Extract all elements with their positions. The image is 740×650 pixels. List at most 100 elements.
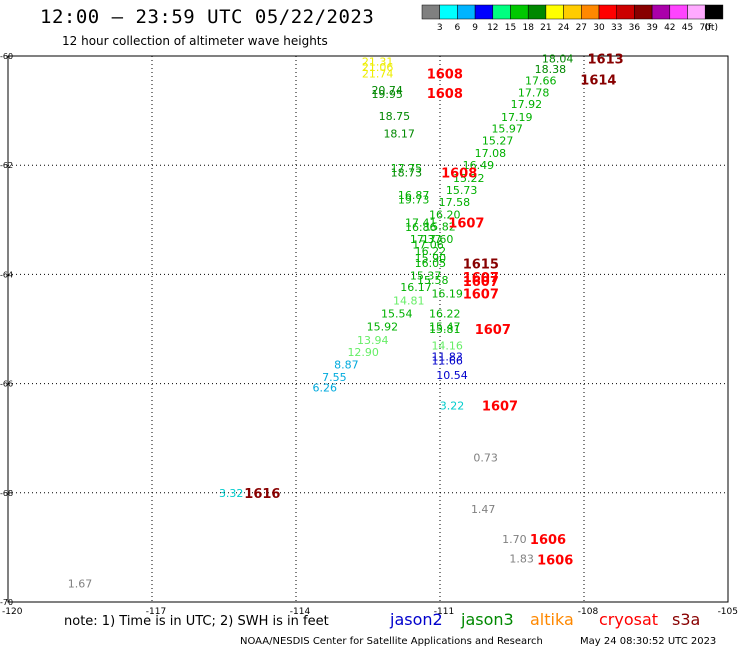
colorbar-label: 15 — [505, 23, 516, 33]
colorbar-label: 24 — [558, 23, 570, 33]
wave-height-label: 19.73 — [398, 194, 430, 207]
colorbar-label: (ft) — [704, 23, 718, 33]
y-tick-label: -62 — [0, 161, 13, 170]
plot-frame — [7, 55, 729, 603]
wave-height-label: 6.26 — [313, 381, 338, 394]
wave-height-label: 20.74 — [371, 84, 403, 97]
wave-height-label: 18.75 — [379, 110, 411, 123]
colorbar-swatch — [527, 4, 547, 20]
wave-height-label: 17.08 — [475, 147, 507, 160]
colorbar-label: 21 — [540, 23, 551, 33]
colorbar-swatch — [704, 4, 724, 20]
wave-height-label: 17.37 — [410, 233, 442, 246]
pass-time-label: 1607 — [475, 323, 511, 338]
wave-height-label: 1.47 — [471, 503, 496, 516]
wave-height-label: 15.27 — [482, 135, 514, 148]
colorbar-swatch — [651, 4, 671, 20]
wave-height-label: 18.38 — [535, 63, 567, 76]
colorbar-swatch — [634, 4, 653, 20]
wave-height-label: 16.17 — [400, 281, 432, 294]
colorbar-label: 70 — [699, 23, 711, 33]
y-tick-label: -66 — [0, 380, 13, 389]
y-tick-label: -64 — [0, 270, 13, 279]
wave-height-label: 15.54 — [381, 308, 413, 321]
pass-time-label: 1608 — [427, 67, 463, 82]
wave-height-label: 17.58 — [439, 196, 471, 209]
wave-height-label: 8.87 — [334, 358, 359, 371]
wave-height-label: 1.70 — [502, 533, 527, 546]
wave-height-label: 17.60 — [422, 233, 454, 246]
colorbar-label: 36 — [629, 23, 641, 33]
wave-height-label: 16.49 — [463, 159, 495, 172]
colorbar-swatch — [457, 4, 476, 20]
y-tick-label: -68 — [0, 489, 13, 498]
colorbar-swatch — [598, 4, 617, 20]
wave-height-label: 15.58 — [417, 274, 449, 287]
pass-time-label: 1607 — [448, 217, 484, 232]
wave-height-label: 17.75 — [391, 162, 423, 175]
x-tick-label: -105 — [718, 607, 738, 617]
pass-time-label: 1613 — [588, 53, 624, 68]
mission-legend-jason2: jason2 — [389, 610, 443, 629]
wave-height-label: 16.05 — [415, 257, 447, 270]
colorbar-label: 18 — [522, 23, 534, 33]
colorbar-swatch — [669, 4, 688, 20]
colorbar-label: 6 — [455, 23, 461, 33]
wave-height-label: 15.82 — [424, 220, 456, 233]
wave-height-label: 18.17 — [383, 128, 415, 141]
pass-time-label: 1606 — [537, 553, 573, 568]
chart-title: 12:00 – 23:59 UTC 05/22/2023 — [40, 6, 375, 28]
pass-time-label: 1607 — [463, 288, 499, 303]
colorbar-swatch — [581, 4, 600, 20]
colorbar-swatch — [474, 4, 494, 20]
wave-height-label: 14.16 — [431, 339, 463, 352]
wave-height-label: 16.87 — [398, 189, 430, 202]
footer-timestamp: May 24 08:30:52 UTC 2023 — [580, 636, 716, 647]
wave-height-label: 16.22 — [415, 245, 447, 258]
colorbar-swatch — [563, 4, 582, 20]
pass-time-label: 1606 — [530, 533, 566, 548]
wave-height-label: 15.73 — [446, 184, 478, 197]
wave-height-label: 0.73 — [473, 451, 498, 464]
mission-legend-cryosat: cryosat — [599, 610, 658, 629]
pass-time-label: 1607 — [463, 275, 499, 290]
wave-height-label: 3.22 — [440, 399, 465, 412]
wave-height-label: 15.47 — [429, 320, 461, 333]
wave-height-label: 18.04 — [542, 53, 574, 66]
wave-height-label: 18.73 — [391, 166, 423, 179]
wave-height-label: 15.97 — [491, 123, 523, 136]
colorbar-label: 45 — [682, 23, 693, 33]
colorbar-swatch — [687, 4, 706, 20]
wave-height-label: 15.90 — [415, 252, 447, 265]
wave-height-label: 16.19 — [431, 288, 463, 301]
wave-height-label: 16.20 — [429, 208, 461, 221]
x-tick-label: -114 — [290, 607, 311, 617]
wave-height-label: 7.55 — [322, 371, 347, 384]
wave-height-label: 13.94 — [357, 334, 389, 347]
wave-height-label: 17.92 — [511, 98, 543, 111]
colorbar-swatch — [421, 4, 440, 20]
wave-height-label: 21.31 — [362, 55, 394, 68]
colorbar-label: 27 — [576, 23, 587, 33]
colorbar-swatch — [492, 4, 511, 20]
colorbar-swatch — [616, 4, 635, 20]
wave-height-label: 1.67 — [68, 577, 93, 590]
wave-height-label: 15.22 — [453, 172, 485, 185]
wave-height-label: 19.95 — [371, 88, 403, 101]
colorbar-swatch — [545, 4, 564, 20]
wave-height-label: 17.66 — [525, 75, 557, 88]
y-tick-label: -70 — [0, 598, 13, 607]
colorbar-swatch — [439, 4, 458, 20]
wave-height-label: 1.83 — [509, 552, 534, 565]
wave-height-label: 17.06 — [412, 238, 444, 251]
colorbar-label: 33 — [611, 23, 622, 33]
wave-height-label: 3.32 — [219, 487, 244, 500]
wave-height-label: 15.81 — [429, 323, 461, 336]
wave-height-label: 17.41 — [405, 217, 437, 230]
pass-time-label: 1614 — [580, 73, 616, 88]
pass-time-label: 1616 — [244, 487, 280, 502]
colorbar-label: 30 — [593, 23, 605, 33]
wave-height-label: 14.81 — [393, 295, 425, 308]
wave-height-label: 17.78 — [518, 87, 550, 100]
